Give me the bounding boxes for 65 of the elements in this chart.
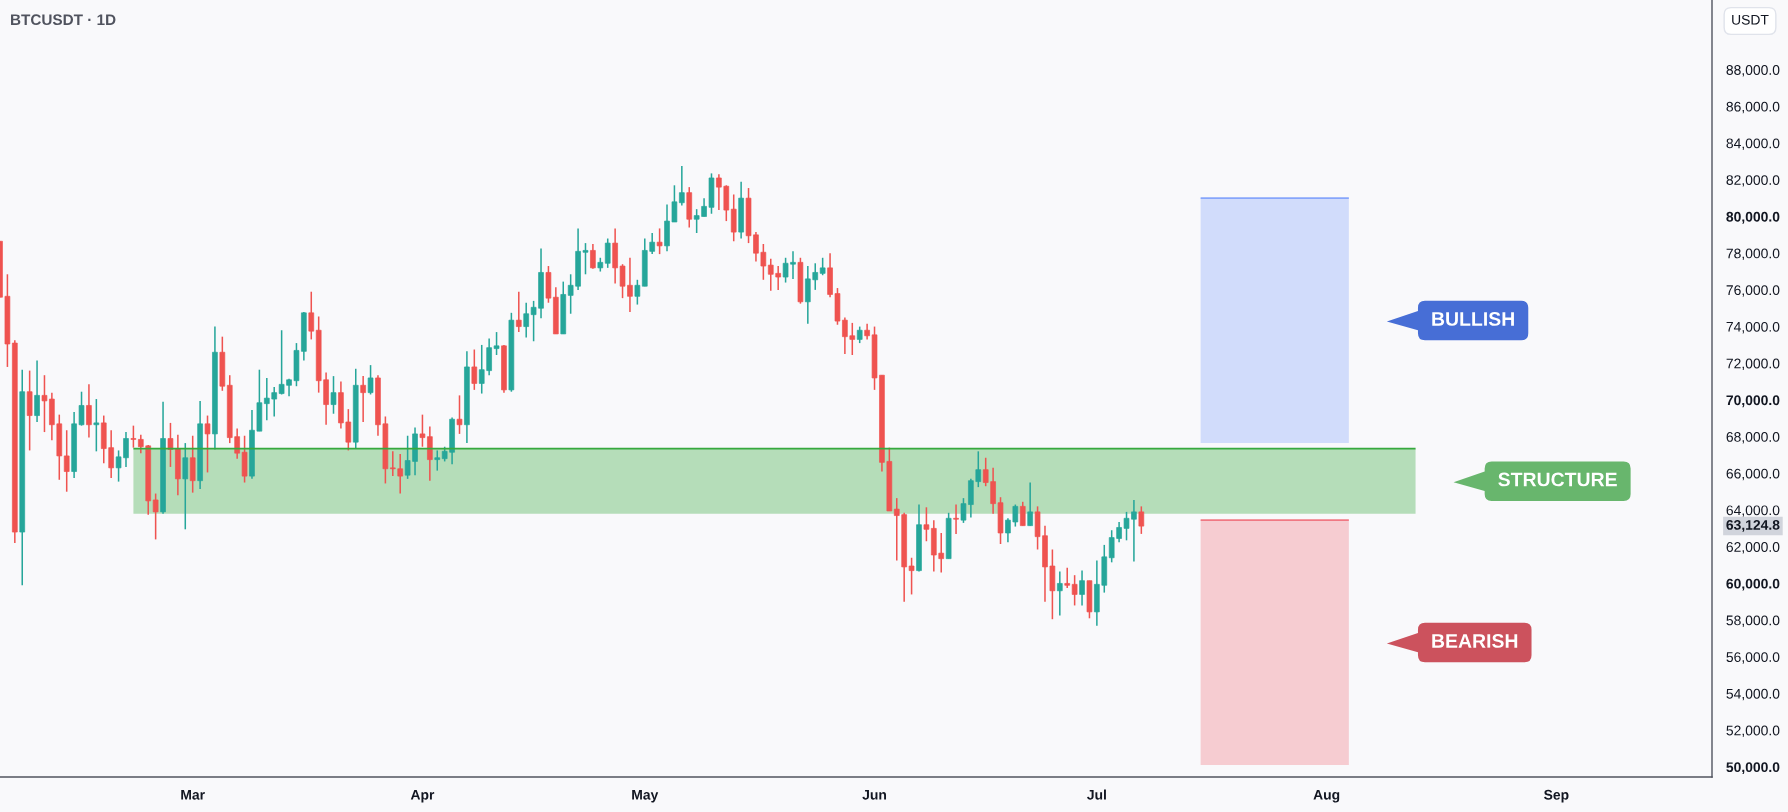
candlestick xyxy=(63,429,70,493)
y-tick-label: 72,000.0 xyxy=(1726,358,1780,371)
candlestick xyxy=(1138,505,1145,535)
candlestick xyxy=(471,348,478,391)
candlestick xyxy=(1064,567,1071,589)
candlestick xyxy=(953,503,959,535)
y-tick-label: 84,000.0 xyxy=(1726,138,1780,150)
text: BULLISH xyxy=(1432,312,1514,326)
candlestick xyxy=(604,237,611,269)
candlestick xyxy=(182,442,189,531)
candlestick xyxy=(1079,569,1085,607)
y-tick-label: 52,000.0 xyxy=(1726,725,1780,738)
candlestick xyxy=(634,279,641,306)
y-tick-label: 70,000.0 xyxy=(1726,395,1780,408)
x-tick-label: Mar xyxy=(181,790,205,800)
candlestick xyxy=(86,383,92,439)
candlestick xyxy=(523,301,529,339)
candlestick xyxy=(1057,570,1063,617)
candlestick xyxy=(308,290,315,341)
x-tick-label: Jun xyxy=(862,790,887,800)
text: BTCUSDT · 1D xyxy=(11,14,116,26)
y-axis-title: USDT xyxy=(1732,14,1769,25)
y-tick-label: 76,000.0 xyxy=(1726,285,1780,297)
candlestick xyxy=(204,414,211,474)
candlestick xyxy=(26,369,33,452)
candlestick xyxy=(330,375,337,415)
candlestick xyxy=(367,364,374,396)
candlestick xyxy=(189,434,196,494)
text: STRUCTURE xyxy=(1498,472,1617,487)
y-tick-label: 78,000.0 xyxy=(1726,248,1780,260)
y-tick-label: 88,000.0 xyxy=(1726,65,1780,77)
x-tick-label: Jul xyxy=(1087,789,1106,800)
y-tick-label: 64,000.0 xyxy=(1726,505,1780,517)
y-tick-label: 50,000.0 xyxy=(1726,762,1780,775)
y-tick-label: 56,000.0 xyxy=(1726,652,1780,664)
candlestick xyxy=(130,424,137,449)
x-tick-label: Sep xyxy=(1544,789,1569,803)
y-tick-label: 74,000.0 xyxy=(1726,321,1780,334)
candlestick xyxy=(93,398,100,453)
y-tick-label: 58,000.0 xyxy=(1726,615,1780,627)
text: 63,124.8 xyxy=(1726,520,1780,532)
candlestick xyxy=(360,375,366,423)
y-tick-label: 86,000.0 xyxy=(1726,101,1780,114)
x-tick-label: May xyxy=(632,790,659,803)
candlestick xyxy=(434,449,441,472)
y-tick-label: 66,000.0 xyxy=(1726,468,1780,481)
candlestick xyxy=(1027,481,1033,527)
candlestick xyxy=(1019,501,1026,527)
x-tick-label: Aug xyxy=(1313,789,1340,803)
y-tick-label: 82,000.0 xyxy=(1726,175,1780,187)
y-tick-label: 80,000.0 xyxy=(1726,211,1780,224)
candlestick xyxy=(152,492,159,541)
y-tick-label: 68,000.0 xyxy=(1726,432,1780,444)
y-tick-label: 54,000.0 xyxy=(1726,688,1780,701)
text: BEARISH xyxy=(1432,634,1518,648)
candlestick xyxy=(656,227,663,255)
y-tick-label: 60,000.0 xyxy=(1726,578,1780,591)
candlestick xyxy=(730,193,737,243)
x-tick-label: Apr xyxy=(410,790,435,803)
y-tick-label: 62,000.0 xyxy=(1726,542,1780,554)
candlestick xyxy=(515,290,522,333)
candlestick xyxy=(456,394,463,435)
candlestick xyxy=(34,359,40,423)
candlestick xyxy=(1071,574,1078,607)
candlestick xyxy=(590,243,596,270)
